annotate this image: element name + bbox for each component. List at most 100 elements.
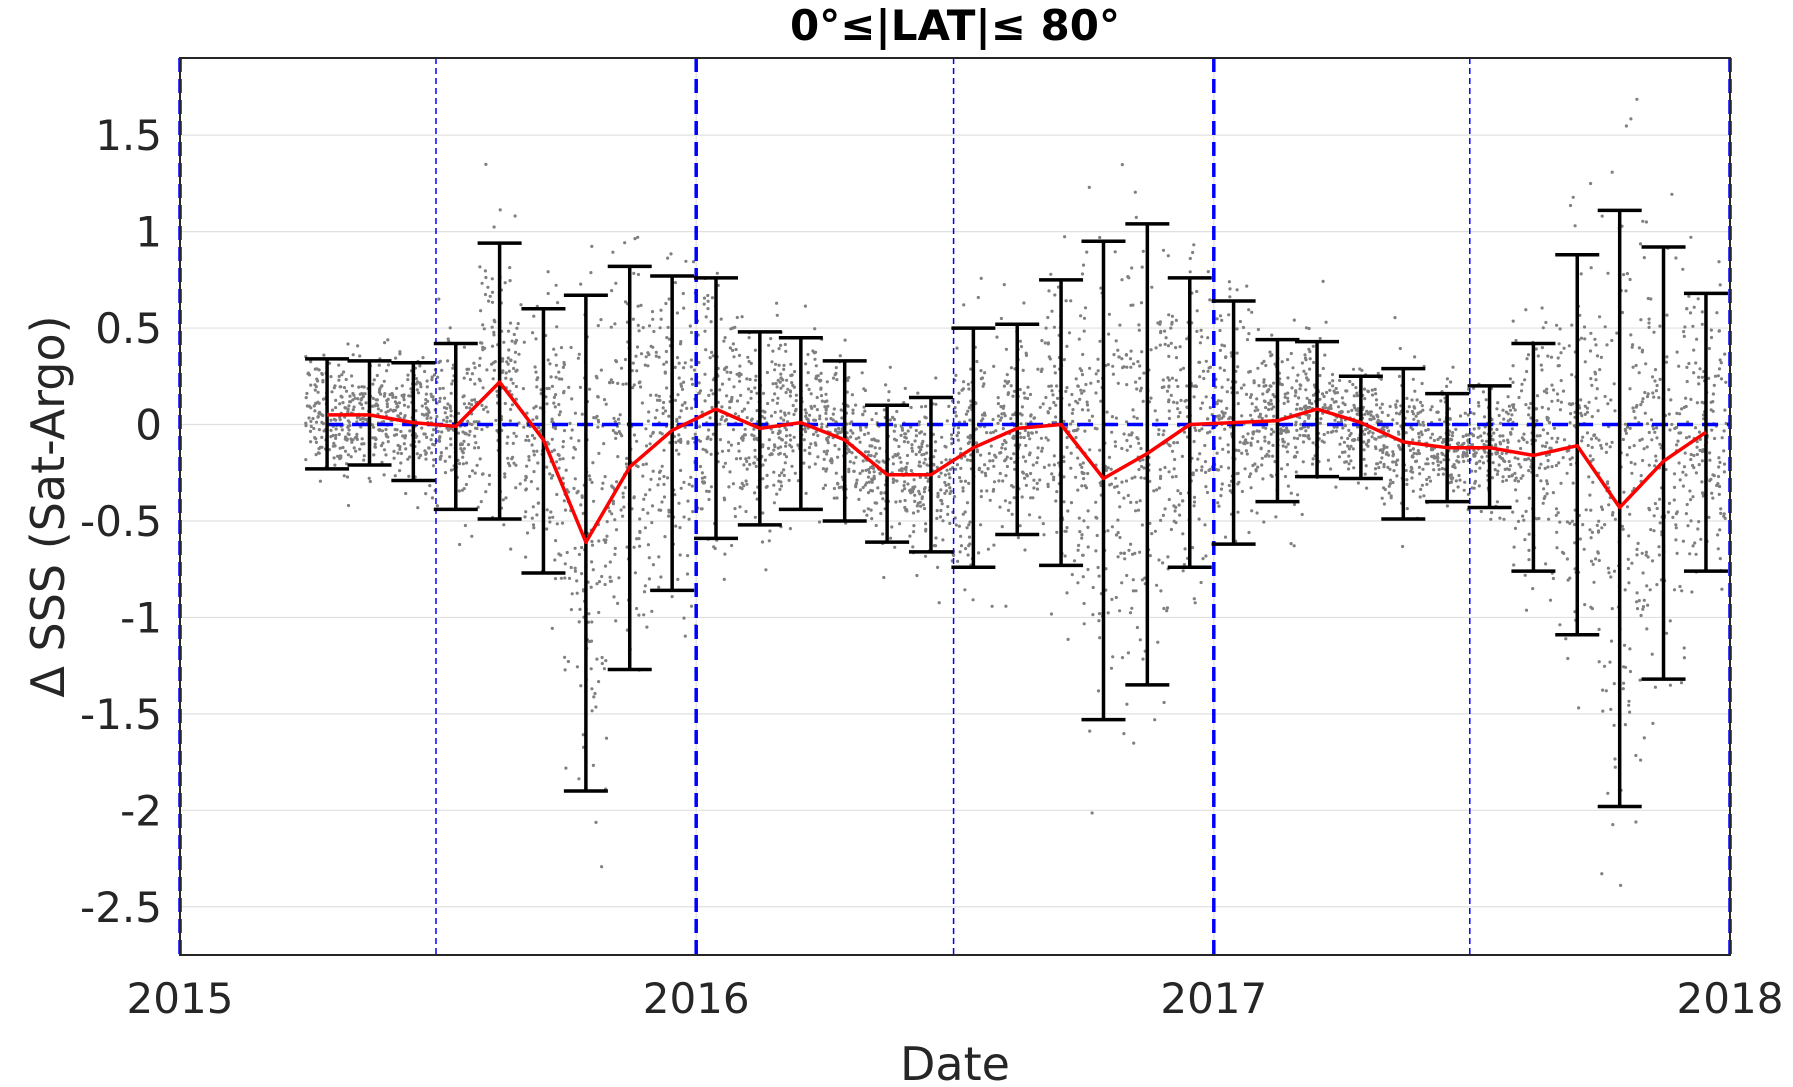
scatter-point (1079, 314, 1083, 318)
scatter-point (616, 417, 621, 421)
scatter-point (406, 405, 410, 409)
scatter-point (1501, 434, 1505, 438)
scatter-point (746, 401, 750, 405)
scatter-point (1495, 427, 1499, 432)
scatter-point (1630, 345, 1634, 349)
scatter-point (1097, 612, 1102, 616)
scatter-point (372, 378, 376, 382)
scatter-point (1517, 439, 1521, 443)
scatter-point (1140, 464, 1144, 469)
scatter-point (1700, 375, 1704, 379)
scatter-point (1054, 415, 1058, 419)
scatter-point (443, 411, 447, 415)
scatter-point (898, 522, 902, 526)
scatter-point (1612, 682, 1616, 686)
scatter-point (742, 463, 746, 467)
scatter-point (848, 460, 852, 464)
scatter-point (1166, 254, 1170, 258)
scatter-point (917, 445, 921, 449)
scatter-point (641, 326, 645, 330)
scatter-point (1629, 117, 1633, 121)
scatter-point (1568, 521, 1572, 526)
scatter-point (777, 347, 781, 351)
scatter-point (1542, 496, 1546, 501)
scatter-point (1120, 480, 1124, 484)
scatter-point (1606, 791, 1610, 795)
scatter-point (1351, 367, 1356, 371)
scatter-point (468, 406, 472, 410)
scatter-point (1242, 441, 1246, 445)
scatter-point (546, 291, 550, 296)
scatter-point (1477, 404, 1481, 408)
scatter-point (1655, 383, 1659, 388)
scatter-point (1655, 426, 1659, 430)
scatter-point (1040, 339, 1044, 343)
scatter-point (703, 399, 707, 403)
scatter-point (559, 346, 564, 350)
scatter-point (317, 410, 322, 414)
scatter-point (1285, 450, 1290, 454)
scatter-point (1259, 447, 1263, 451)
scatter-point (1137, 467, 1141, 472)
scatter-point (1559, 379, 1563, 383)
scatter-point (979, 453, 983, 457)
scatter-point (393, 474, 397, 478)
scatter-point (1218, 436, 1222, 440)
scatter-point (1634, 820, 1638, 824)
scatter-point (590, 244, 594, 248)
scatter-point (1172, 467, 1176, 471)
scatter-point (1086, 471, 1090, 476)
scatter-point (832, 407, 836, 411)
scatter-point (1644, 220, 1648, 224)
scatter-point (983, 371, 987, 375)
scatter-point (1677, 364, 1681, 368)
scatter-point (1550, 436, 1554, 440)
scatter-point (432, 458, 436, 462)
scatter-point (956, 431, 961, 435)
scatter-point (1613, 517, 1617, 521)
scatter-point (1718, 283, 1722, 287)
scatter-point (650, 504, 655, 508)
scatter-point (1086, 408, 1090, 412)
scatter-point (403, 436, 407, 440)
scatter-point (1130, 476, 1134, 480)
scatter-point (983, 413, 987, 417)
scatter-point (874, 411, 878, 416)
scatter-point (903, 480, 907, 484)
scatter-point (1324, 320, 1328, 324)
scatter-point (1558, 327, 1562, 331)
scatter-point (490, 290, 495, 294)
scatter-point (1339, 419, 1343, 424)
scatter-point (1666, 510, 1670, 514)
scatter-point (1042, 533, 1046, 537)
scatter-point (709, 320, 713, 324)
scatter-point (552, 395, 557, 399)
scatter-point (1082, 601, 1086, 606)
scatter-point (1544, 562, 1548, 566)
scatter-point (1296, 493, 1300, 497)
scatter-point (1114, 595, 1118, 600)
scatter-point (1321, 366, 1325, 371)
scatter-point (1424, 462, 1428, 466)
scatter-point (1697, 430, 1702, 434)
scatter-point (337, 432, 341, 436)
scatter-point (902, 401, 906, 405)
scatter-point (683, 634, 687, 638)
scatter-point (1218, 314, 1223, 318)
scatter-point (1379, 460, 1383, 464)
scatter-point (955, 434, 959, 438)
scatter-point (1135, 625, 1139, 630)
scatter-point (1155, 583, 1159, 587)
scatter-point (791, 403, 795, 408)
scatter-point (1238, 319, 1242, 324)
scatter-point (836, 432, 840, 436)
scatter-point (478, 356, 482, 360)
scatter-point (363, 392, 367, 396)
scatter-point (1606, 402, 1610, 406)
scatter-point (851, 431, 855, 435)
scatter-point (1713, 436, 1717, 441)
scatter-point (992, 464, 996, 468)
scatter-point (571, 456, 575, 460)
scatter-point (789, 438, 793, 442)
scatter-point (1295, 379, 1299, 383)
